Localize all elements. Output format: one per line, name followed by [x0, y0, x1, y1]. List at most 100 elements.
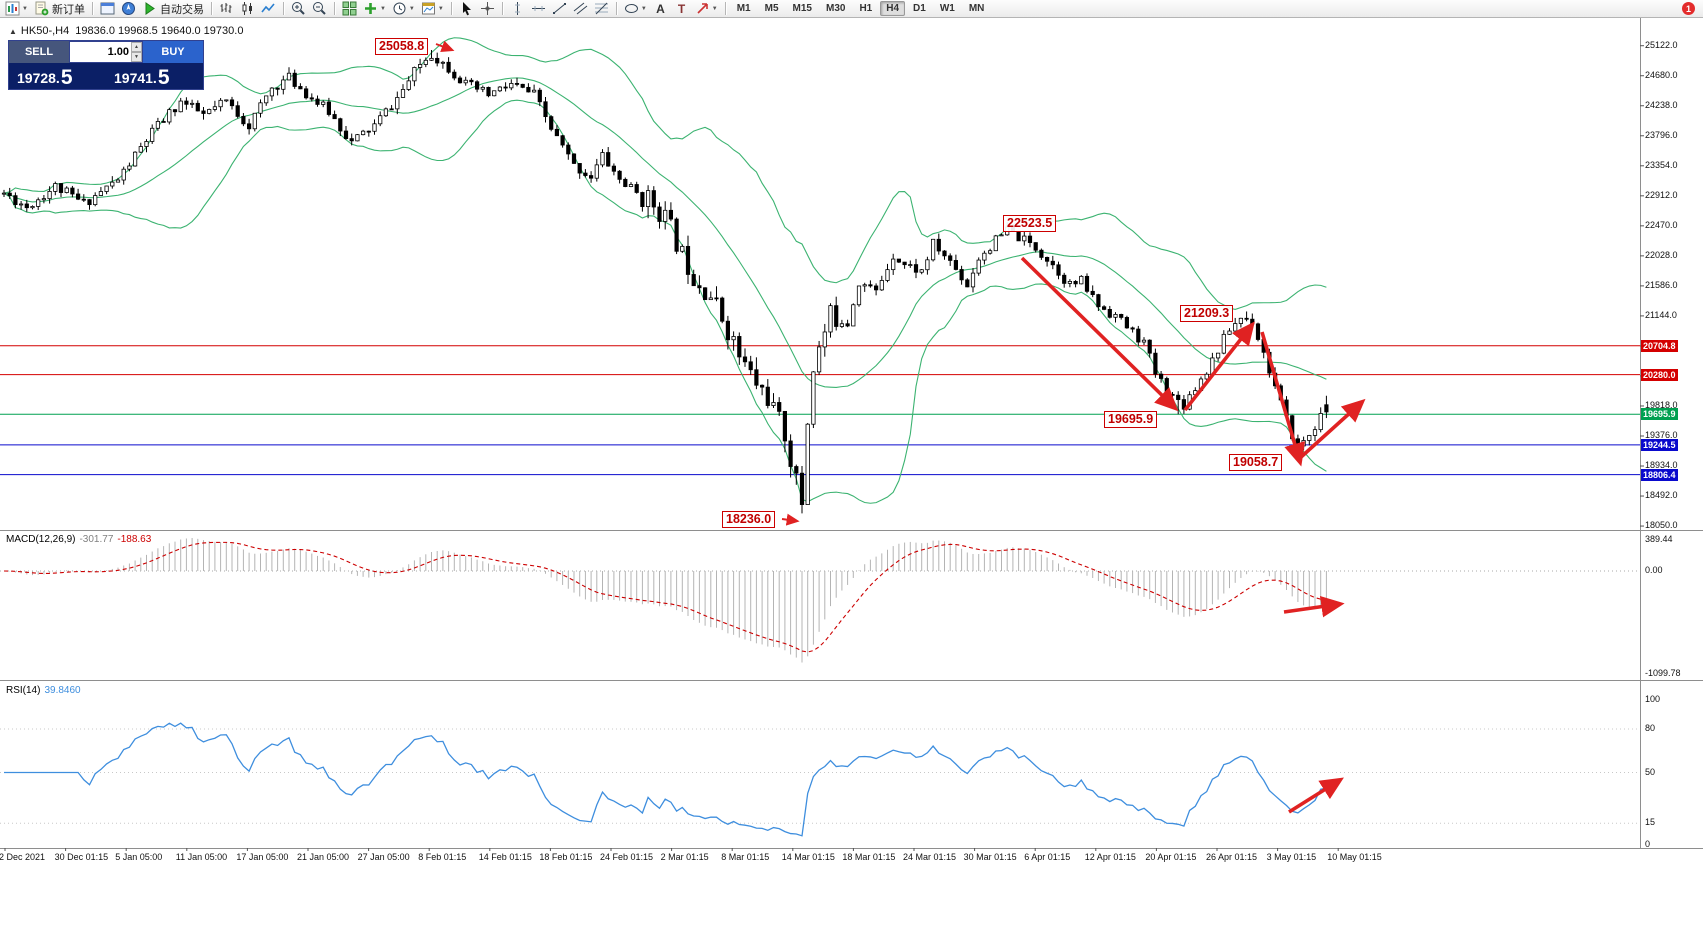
toolbar-separator — [91, 2, 93, 15]
sell-button[interactable]: SELL — [9, 41, 69, 63]
sell-label: SELL — [24, 46, 54, 58]
bollinger-upper-line — [3, 37, 1327, 310]
text-button[interactable]: A — [651, 1, 670, 17]
volume-up-icon[interactable]: ▲ — [131, 42, 142, 52]
trendline-button[interactable] — [550, 1, 569, 17]
trend-arrow[interactable] — [1283, 595, 1345, 618]
zoom-in-button[interactable] — [289, 1, 308, 17]
autotrading-label: 自动交易 — [159, 3, 204, 16]
new-chart-button[interactable]: ▼ — [3, 1, 30, 17]
bollinger-lower-line — [3, 99, 1327, 504]
trend-arrow[interactable] — [1260, 331, 1306, 467]
cursor-button[interactable] — [457, 1, 476, 17]
text-icon: A — [653, 1, 668, 16]
trend-arrow[interactable] — [1020, 256, 1179, 412]
rsi-label: RSI(14) 39.8460 — [6, 685, 81, 696]
one-click-trading-panel: SELL 1.00 ▲ ▼ BUY 19728. 5 19741. 5 — [8, 40, 204, 90]
market-watch-button[interactable] — [98, 1, 117, 17]
trend-arrow[interactable] — [1288, 777, 1344, 814]
volume-field[interactable]: 1.00 ▲ ▼ — [69, 41, 143, 63]
equidistant-channel-icon — [573, 1, 588, 16]
fibonacci-icon — [594, 1, 609, 16]
bollinger-middle-line — [3, 77, 1327, 388]
trend-arrow[interactable] — [435, 40, 455, 52]
zoom-out-icon — [312, 1, 327, 16]
dropdown-arrow-icon[interactable]: ▼ — [437, 5, 444, 12]
tile-windows-button[interactable] — [340, 1, 359, 17]
horizontal-line-button[interactable] — [529, 1, 548, 17]
equidistant-channel-button[interactable] — [571, 1, 590, 17]
timeframe-D1[interactable]: D1 — [913, 3, 926, 14]
line-chart-mode-button[interactable] — [259, 1, 278, 17]
dropdown-arrow-icon[interactable]: ▼ — [22, 5, 28, 12]
chart-title: ▲ HK50-,H4 19836.0 19968.5 19640.0 19730.0 — [9, 25, 243, 37]
svg-text:T: T — [678, 2, 686, 16]
autotrading-button[interactable]: 自动交易 — [140, 1, 206, 17]
timeframe-M5[interactable]: M5 — [764, 3, 779, 14]
vertical-line-icon — [510, 1, 525, 16]
notification-badge[interactable]: 1 — [1682, 2, 1695, 15]
periods-button[interactable]: ▼ — [390, 1, 417, 17]
trendline-icon — [552, 1, 567, 16]
volume-value[interactable]: 1.00 — [107, 46, 129, 58]
bollinger-bands — [3, 37, 1327, 504]
timeframe-M1[interactable]: M1 — [736, 3, 751, 14]
dropdown-arrow-icon[interactable]: ▼ — [408, 5, 415, 12]
timeframe-W1[interactable]: W1 — [939, 3, 955, 14]
rsi-indicator — [0, 722, 1640, 837]
timeframe-H1[interactable]: H1 — [859, 3, 873, 14]
autotrading-icon — [142, 1, 157, 16]
candlestick-mode-button[interactable] — [238, 1, 257, 17]
toolbar: ▼ 新订单 自动交易 ▼ ▼ ▼ ▼ A T ▼ M1 M5 M15 M30 H1 H4 D1 W1 MN — [0, 0, 1703, 18]
bar-chart-mode-button[interactable] — [217, 1, 236, 17]
horizontal-line-icon — [531, 1, 546, 16]
zoom-in-icon — [291, 1, 306, 16]
trend-arrow[interactable] — [781, 513, 800, 526]
timeframe-M30[interactable]: M30 — [825, 3, 846, 14]
crosshair-button[interactable] — [478, 1, 497, 17]
toolbar-separator — [615, 2, 617, 15]
toolbar-separator — [282, 2, 284, 15]
trend-arrow[interactable] — [1298, 398, 1366, 460]
market-watch-icon — [100, 1, 115, 16]
one-click-collapse-icon[interactable]: ▲ — [9, 27, 17, 36]
zoom-out-button[interactable] — [310, 1, 329, 17]
toolbar-separator — [210, 2, 212, 15]
indicators-button[interactable]: ▼ — [361, 1, 388, 17]
dropdown-arrow-icon[interactable]: ▼ — [640, 5, 647, 12]
arrows-tool-button[interactable]: ▼ — [693, 1, 720, 17]
dropdown-arrow-icon[interactable]: ▼ — [711, 5, 718, 12]
navigator-icon — [121, 1, 136, 16]
arrows-tool-icon — [695, 1, 710, 16]
candlestick-mode-icon — [240, 1, 255, 16]
macd-signal-line — [3, 541, 1327, 653]
shapes-button[interactable]: ▼ — [622, 1, 649, 17]
symbol-period-label: HK50-,H4 — [20, 25, 70, 37]
timeframe-MN[interactable]: MN — [968, 3, 985, 14]
timeframe-H4[interactable]: H4 — [880, 1, 906, 16]
volume-down-icon[interactable]: ▼ — [131, 52, 142, 62]
trend-arrow[interactable] — [1183, 321, 1255, 412]
candlesticks — [1, 50, 1329, 514]
vertical-line-button[interactable] — [508, 1, 527, 17]
dropdown-arrow-icon[interactable]: ▼ — [379, 5, 386, 12]
new-chart-icon — [5, 1, 20, 16]
templates-button[interactable]: ▼ — [419, 1, 446, 17]
fibonacci-button[interactable] — [592, 1, 611, 17]
ohlc-values: 19836.0 19968.5 19640.0 19730.0 — [75, 25, 244, 37]
navigator-button[interactable] — [119, 1, 138, 17]
toolbar-separator — [501, 2, 503, 15]
new-order-button[interactable]: 新订单 — [32, 1, 87, 17]
templates-icon — [421, 1, 436, 16]
toolbar-separator — [724, 2, 726, 15]
buy-button[interactable]: BUY — [143, 41, 203, 63]
timeframe-M15[interactable]: M15 — [792, 3, 812, 14]
volume-stepper[interactable]: ▲ ▼ — [131, 42, 142, 62]
buy-label: BUY — [161, 46, 185, 58]
new-order-label: 新订单 — [51, 3, 85, 16]
text-label-button[interactable]: T — [672, 1, 691, 17]
macd-indicator — [0, 538, 1640, 663]
text-label-icon: T — [674, 1, 689, 16]
sell-price: 19728. 5 — [17, 66, 73, 89]
